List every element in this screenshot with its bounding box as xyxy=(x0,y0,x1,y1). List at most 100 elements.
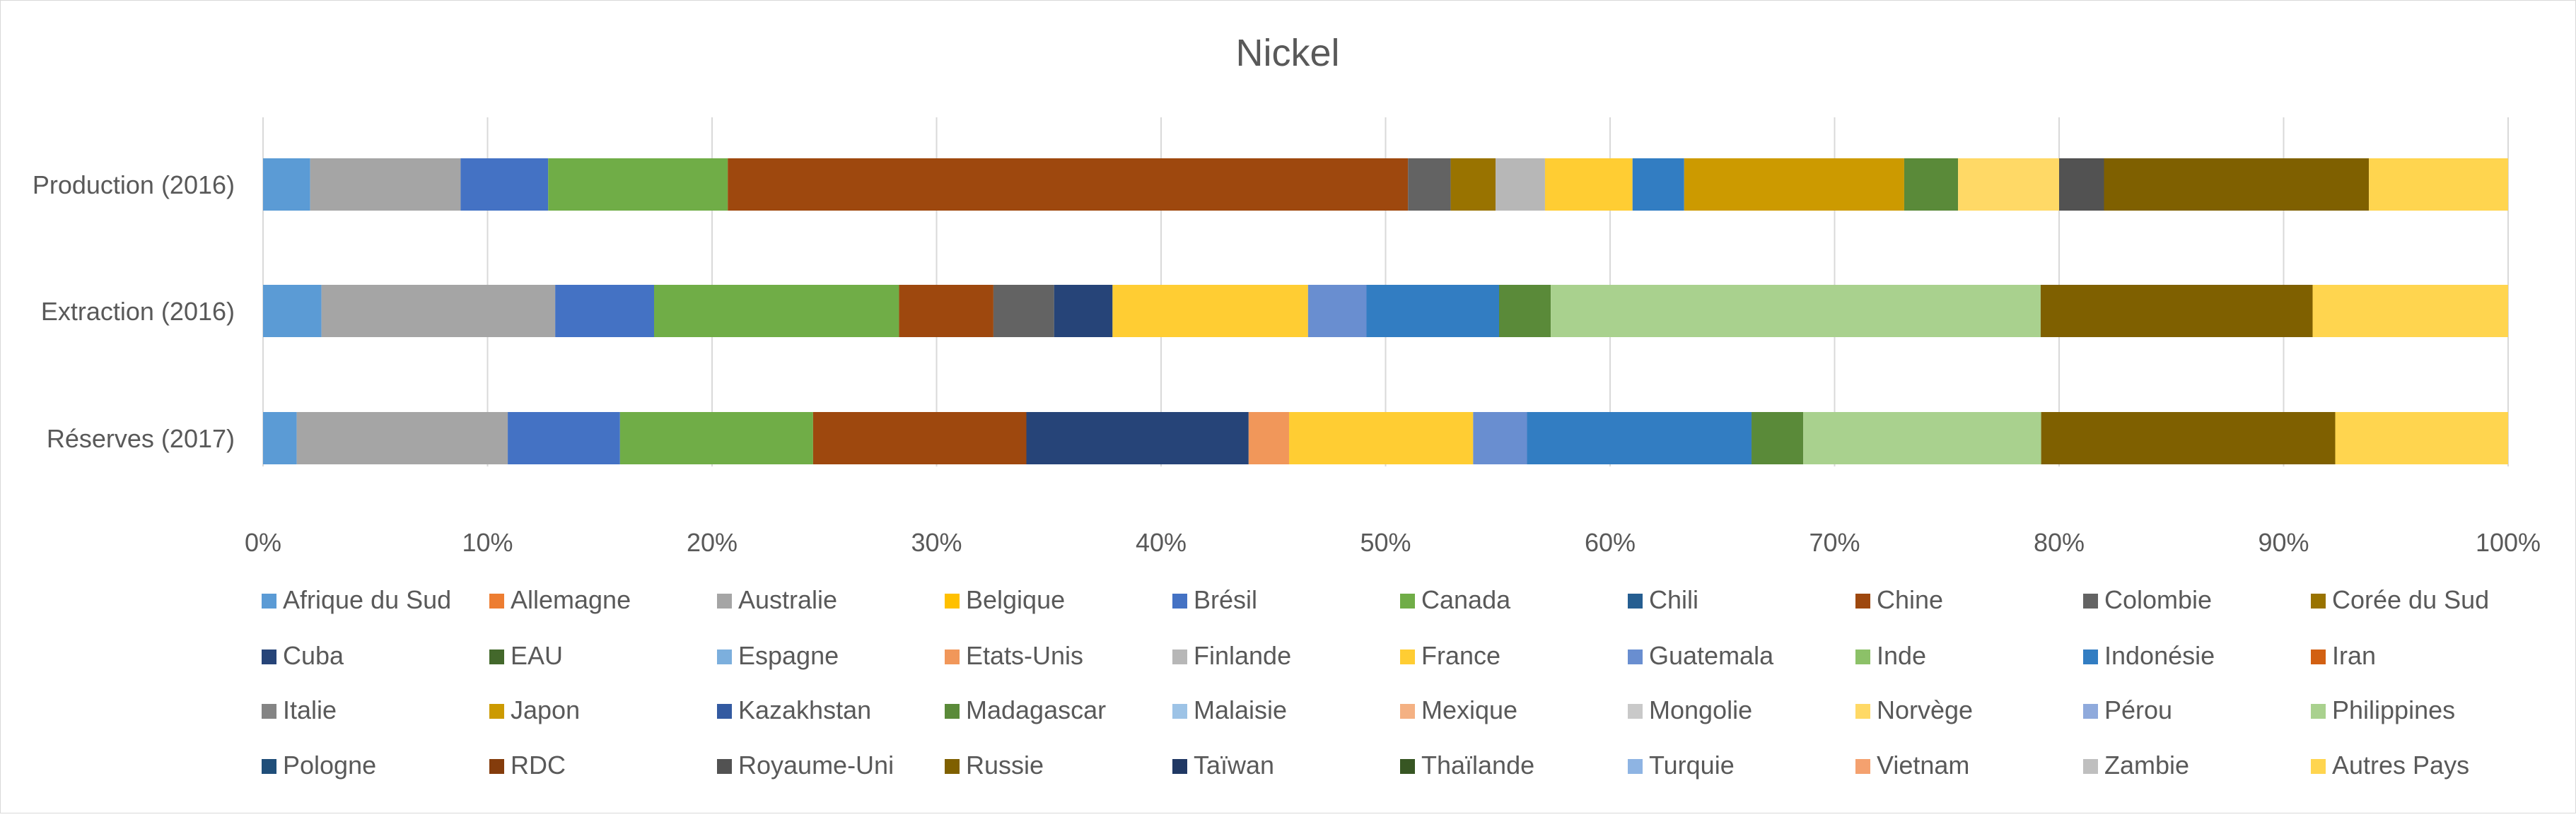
legend-label: Cuba xyxy=(283,641,344,670)
legend-label: Chili xyxy=(1649,585,1698,614)
legend-swatch xyxy=(717,704,732,719)
legend-swatch xyxy=(1628,759,1643,774)
legend-label: Mongolie xyxy=(1649,695,1752,724)
legend-label: Espagne xyxy=(738,641,839,670)
legend-label: Belgique xyxy=(966,585,1065,614)
legend-label: Turquie xyxy=(1649,751,1735,780)
x-tick-label: 30% xyxy=(911,528,962,557)
x-tick-label: 70% xyxy=(1809,528,1860,557)
legend-item-autres-pays: Autres Pays xyxy=(2311,751,2469,780)
legend-label: Pérou xyxy=(2104,695,2172,724)
legend-swatch xyxy=(262,759,276,774)
legend-item-mongolie: Mongolie xyxy=(1628,695,1752,724)
y-category-label: Réserves (2017) xyxy=(47,424,235,453)
legend-swatch xyxy=(2083,594,2098,609)
legend-swatch xyxy=(2311,650,2326,664)
legend-item-eau: EAU xyxy=(489,641,563,670)
x-tick-label: 10% xyxy=(462,528,513,557)
bar-segment-afrique-du-sud xyxy=(263,412,297,464)
legend-item-chine: Chine xyxy=(1855,585,1943,614)
legend-item-afrique-du-sud: Afrique du Sud xyxy=(262,585,451,614)
legend-item-perou: Pérou xyxy=(2083,695,2172,724)
legend-item-kazakhstan: Kazakhstan xyxy=(717,695,871,724)
legend-label: Royaume-Uni xyxy=(738,751,894,780)
legend-swatch xyxy=(489,594,504,609)
bar-segment-etats-unis xyxy=(1248,412,1289,464)
legend-item-thailande: Thaïlande xyxy=(1400,751,1534,780)
legend-swatch xyxy=(489,650,504,664)
legend-label: Mexique xyxy=(1421,695,1517,724)
legend-label: Malaisie xyxy=(1194,695,1287,724)
x-tick-label: 90% xyxy=(2258,528,2309,557)
legend-label: Madagascar xyxy=(966,695,1106,724)
x-tick-label: 50% xyxy=(1360,528,1411,557)
legend-swatch xyxy=(262,704,276,719)
legend-swatch xyxy=(2311,759,2326,774)
bar-segment-afrique-du-sud xyxy=(263,158,310,211)
x-tick-label: 100% xyxy=(2476,528,2541,557)
bar-segment-chine xyxy=(728,158,1409,211)
legend-swatch xyxy=(1400,759,1415,774)
legend-swatch xyxy=(1400,594,1415,609)
legend-label: EAU xyxy=(511,641,563,670)
legend-item-zambie: Zambie xyxy=(2083,751,2189,780)
legend-swatch xyxy=(1400,650,1415,664)
bar-segment-bresil xyxy=(555,285,655,337)
x-tick-label: 60% xyxy=(1585,528,1636,557)
legend-swatch xyxy=(717,650,732,664)
legend-item-malaisie: Malaisie xyxy=(1172,695,1287,724)
bar-segment-bresil xyxy=(460,158,549,211)
legend-item-madagascar: Madagascar xyxy=(945,695,1106,724)
bar-segment-colombie xyxy=(993,285,1054,337)
y-axis: Production (2016) Extraction (2016) Réserv… xyxy=(33,170,235,453)
legend-item-inde: Inde xyxy=(1855,641,1926,670)
legend-swatch xyxy=(1172,650,1187,664)
bar-segment-madagascar xyxy=(1498,285,1551,337)
legend-swatch xyxy=(489,759,504,774)
legend-label: Guatemala xyxy=(1649,641,1774,670)
y-category-label: Production (2016) xyxy=(33,170,235,199)
legend-item-guatemala: Guatemala xyxy=(1628,641,1774,670)
legend-item-etats-unis: Etats-Unis xyxy=(945,641,1083,670)
legend-label: RDC xyxy=(511,751,566,780)
bar-segment-madagascar xyxy=(1752,412,1804,464)
legend-label: Philippines xyxy=(2332,695,2455,724)
legend-swatch xyxy=(1172,594,1187,609)
legend-label: Vietnam xyxy=(1877,751,1969,780)
legend-swatch xyxy=(945,759,960,774)
bar-segment-philippines xyxy=(1551,285,2041,337)
bar-segment-autres-pays xyxy=(2312,285,2508,337)
legend-label: Italie xyxy=(283,695,337,724)
bar-segment-russie xyxy=(2041,412,2336,464)
legend-item-italie: Italie xyxy=(262,695,337,724)
bar-segment-canada xyxy=(654,285,899,337)
legend-item-pologne: Pologne xyxy=(262,751,376,780)
legend: Afrique du Sud Allemagne Australie Belgique… xyxy=(262,585,2489,780)
legend-swatch xyxy=(489,704,504,719)
legend-item-espagne: Espagne xyxy=(717,641,839,670)
bar-segment-cuba xyxy=(1054,285,1113,337)
x-axis: 0% 10% 20% 30% 40% 50% 60% 70% 80% 90% 100% xyxy=(245,528,2541,557)
legend-item-iran: Iran xyxy=(2311,641,2376,670)
bar-segment-afrique-du-sud xyxy=(263,285,322,337)
legend-item-norvege: Norvège xyxy=(1855,695,1973,724)
legend-swatch xyxy=(1172,759,1187,774)
legend-item-france: France xyxy=(1400,641,1500,670)
legend-swatch xyxy=(1400,704,1415,719)
legend-item-japon: Japon xyxy=(489,695,580,724)
legend-item-australie: Australie xyxy=(717,585,837,614)
legend-swatch xyxy=(1855,594,1870,609)
bar-segment-chine xyxy=(899,285,993,337)
bar-segment-coree-du-sud xyxy=(1450,158,1496,211)
legend-item-vietnam: Vietnam xyxy=(1855,751,1969,780)
legend-item-belgique: Belgique xyxy=(945,585,1065,614)
legend-swatch xyxy=(717,759,732,774)
legend-swatch xyxy=(717,594,732,609)
legend-label: Iran xyxy=(2332,641,2376,670)
legend-item-turquie: Turquie xyxy=(1628,751,1735,780)
bar-segment-indonesie xyxy=(1632,158,1684,211)
chart-title: Nickel xyxy=(1235,32,1339,74)
legend-item-indonesie: Indonésie xyxy=(2083,641,2215,670)
legend-label: Finlande xyxy=(1194,641,1291,670)
